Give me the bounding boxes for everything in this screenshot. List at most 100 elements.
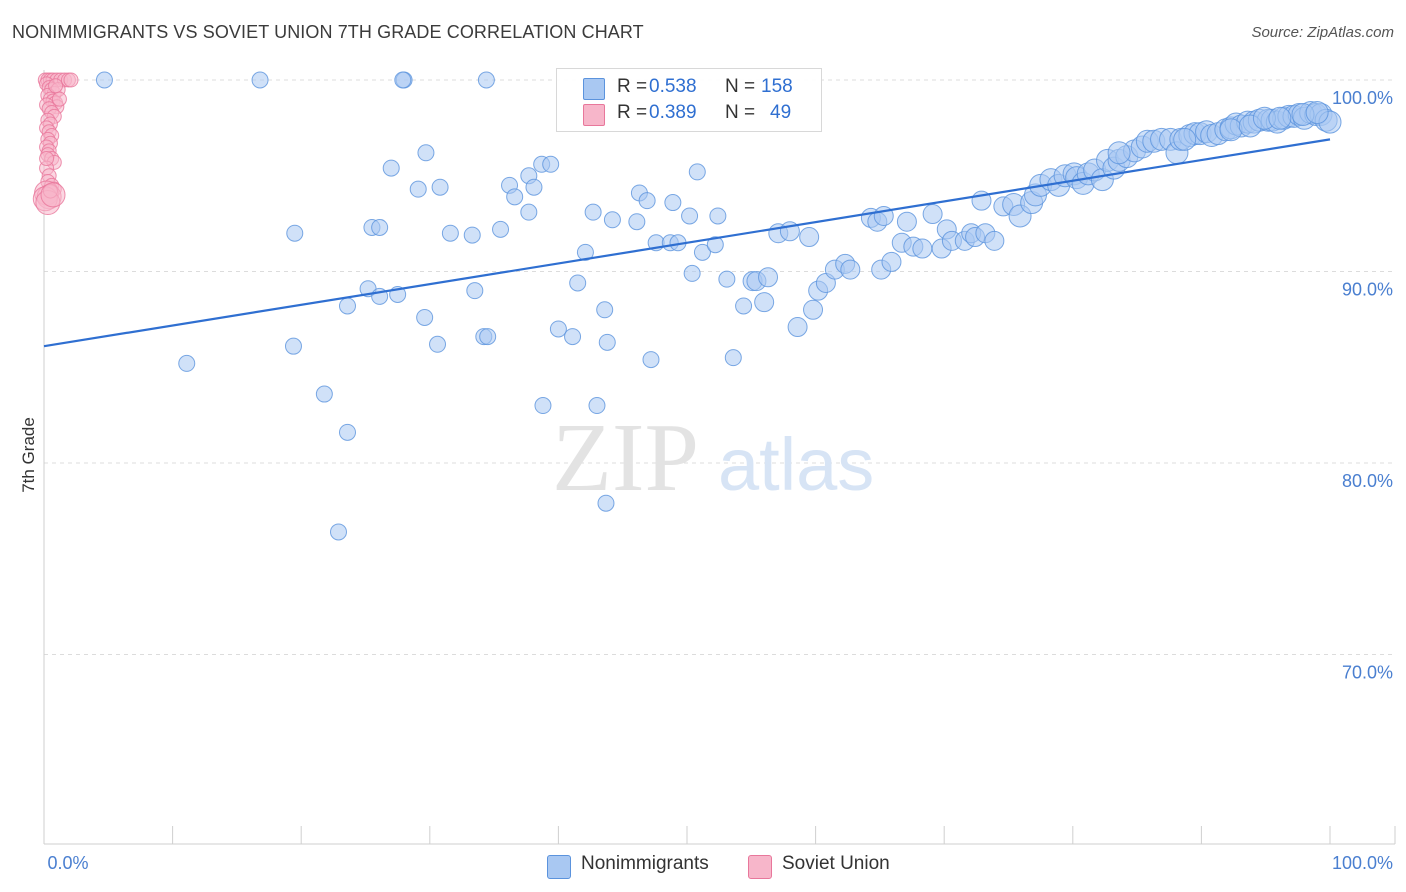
nonimmigrants-point — [693, 243, 711, 261]
r-label: R = — [617, 76, 648, 97]
nonimmigrants-point — [479, 328, 497, 346]
nonimmigrants-point — [417, 144, 435, 162]
n-label: N = — [725, 76, 756, 97]
nonimmigrants-point — [896, 211, 917, 232]
nonimmigrants-point — [1268, 106, 1292, 130]
nonimmigrants-point — [706, 236, 724, 254]
nonimmigrants-point — [525, 178, 543, 196]
y-tick-label: 70.0% — [1342, 663, 1393, 683]
stats-box: R = 0.538 N = 158 R = 0.389 N = 49 — [556, 68, 822, 132]
nonimmigrants-points — [95, 71, 1342, 541]
stats-row-nonimmigrants: R = 0.538 N = 158 — [557, 76, 821, 102]
nonimmigrants-trend-line — [43, 138, 1331, 348]
nonimmigrants-point — [534, 397, 552, 415]
nonimmigrants-point — [315, 385, 333, 403]
nonimmigrants-point — [598, 333, 616, 351]
nonimmigrants-point — [709, 207, 727, 225]
nonimmigrants-point — [409, 180, 427, 198]
nonimmigrants-point — [1173, 127, 1197, 151]
nonimmigrants-point — [584, 203, 602, 221]
r-value: 0.538 — [649, 76, 697, 97]
nonimmigrants-point — [688, 163, 706, 181]
nonimmigrants-point — [416, 308, 434, 326]
nonimmigrants-point — [576, 243, 594, 261]
nonimmigrants-point — [642, 351, 660, 369]
nonimmigrants-point — [683, 264, 701, 282]
nonimmigrants-point — [549, 320, 567, 338]
nonimmigrants-point — [758, 267, 779, 288]
nonimmigrants-point — [95, 71, 113, 89]
nonimmigrants-point — [1107, 141, 1131, 165]
y-tick-label: 80.0% — [1342, 471, 1393, 491]
nonimmigrants-point — [251, 71, 269, 89]
nonimmigrants-point — [588, 397, 606, 415]
y-tick-label: 100.0% — [1332, 88, 1393, 108]
nonimmigrants-point — [431, 178, 449, 196]
legend-swatch-blue — [547, 855, 571, 879]
soviet-union-points — [32, 72, 79, 216]
soviet-union-point — [40, 182, 66, 208]
nonimmigrants-point — [735, 297, 753, 315]
nonimmigrants-point — [718, 270, 736, 288]
legend-label: Soviet Union — [782, 853, 890, 874]
stats-row-soviet-union: R = 0.389 N = 49 — [557, 102, 821, 128]
nonimmigrants-point — [441, 224, 459, 242]
nonimmigrants-point — [492, 220, 510, 238]
n-value: 49 — [770, 102, 792, 123]
nonimmigrants-point — [922, 204, 943, 225]
legend: Nonimmigrants Soviet Union — [0, 850, 1406, 880]
soviet-union-point — [39, 151, 55, 167]
y-axis-title: 7th Grade — [19, 417, 38, 493]
nonimmigrants-point — [329, 523, 347, 541]
nonimmigrants-point — [506, 188, 524, 206]
y-tick-labels: 70.0% 80.0% 90.0% 100.0% — [1332, 88, 1393, 683]
nonimmigrants-point — [284, 337, 302, 355]
source-label: Source: ZipAtlas.com — [1251, 24, 1394, 41]
x-tick-label-max: 100.0% — [1332, 853, 1393, 873]
watermark-zip: ZIP — [552, 404, 699, 512]
nonimmigrants-point — [338, 423, 356, 441]
trend-lines — [43, 138, 1331, 348]
nonimmigrants-point — [912, 238, 933, 259]
nonimmigrants-point — [803, 299, 824, 320]
nonimmigrants-point — [799, 227, 820, 248]
nonimmigrants-point — [1305, 101, 1329, 125]
y-tick-label: 90.0% — [1342, 280, 1393, 300]
nonimmigrants-point — [429, 335, 447, 353]
x-tick-label-min: 0.0% — [47, 853, 88, 873]
nonimmigrants-point — [564, 328, 582, 346]
nonimmigrants-point — [840, 259, 861, 280]
legend-swatch-pink — [748, 855, 772, 879]
nonimmigrants-point — [1219, 118, 1243, 142]
watermark-atlas: atlas — [718, 423, 874, 506]
nonimmigrants-point — [984, 230, 1005, 251]
nonimmigrants-point — [466, 282, 484, 300]
nonimmigrants-point — [338, 297, 356, 315]
nonimmigrants-point — [681, 207, 699, 225]
nonimmigrants-point — [881, 251, 902, 272]
legend-label: Nonimmigrants — [581, 853, 709, 874]
nonimmigrants-point — [754, 292, 775, 313]
nonimmigrants-point — [463, 226, 481, 244]
nonimmigrants-point — [477, 71, 495, 89]
nonimmigrants-point — [520, 203, 538, 221]
nonimmigrants-point — [724, 349, 742, 367]
stats-swatch-pink — [583, 104, 605, 126]
soviet-union-point — [63, 72, 79, 88]
x-tick-labels: 0.0% 100.0% — [47, 853, 1393, 873]
r-value: 0.389 — [649, 102, 697, 123]
nonimmigrants-point — [664, 194, 682, 212]
nonimmigrants-point — [382, 159, 400, 177]
nonimmigrants-point — [569, 274, 587, 292]
nonimmigrants-point — [394, 71, 412, 89]
nonimmigrants-point — [787, 317, 808, 338]
nonimmigrants-point — [597, 494, 615, 512]
nonimmigrants-point — [542, 155, 560, 173]
nonimmigrants-point — [178, 354, 196, 372]
chart-title: NONIMMIGRANTS VS SOVIET UNION 7TH GRADE … — [12, 22, 644, 42]
n-value: 158 — [761, 76, 793, 97]
nonimmigrants-point — [638, 192, 656, 210]
nonimmigrants-point — [286, 224, 304, 242]
soviet-union-point — [51, 91, 67, 107]
